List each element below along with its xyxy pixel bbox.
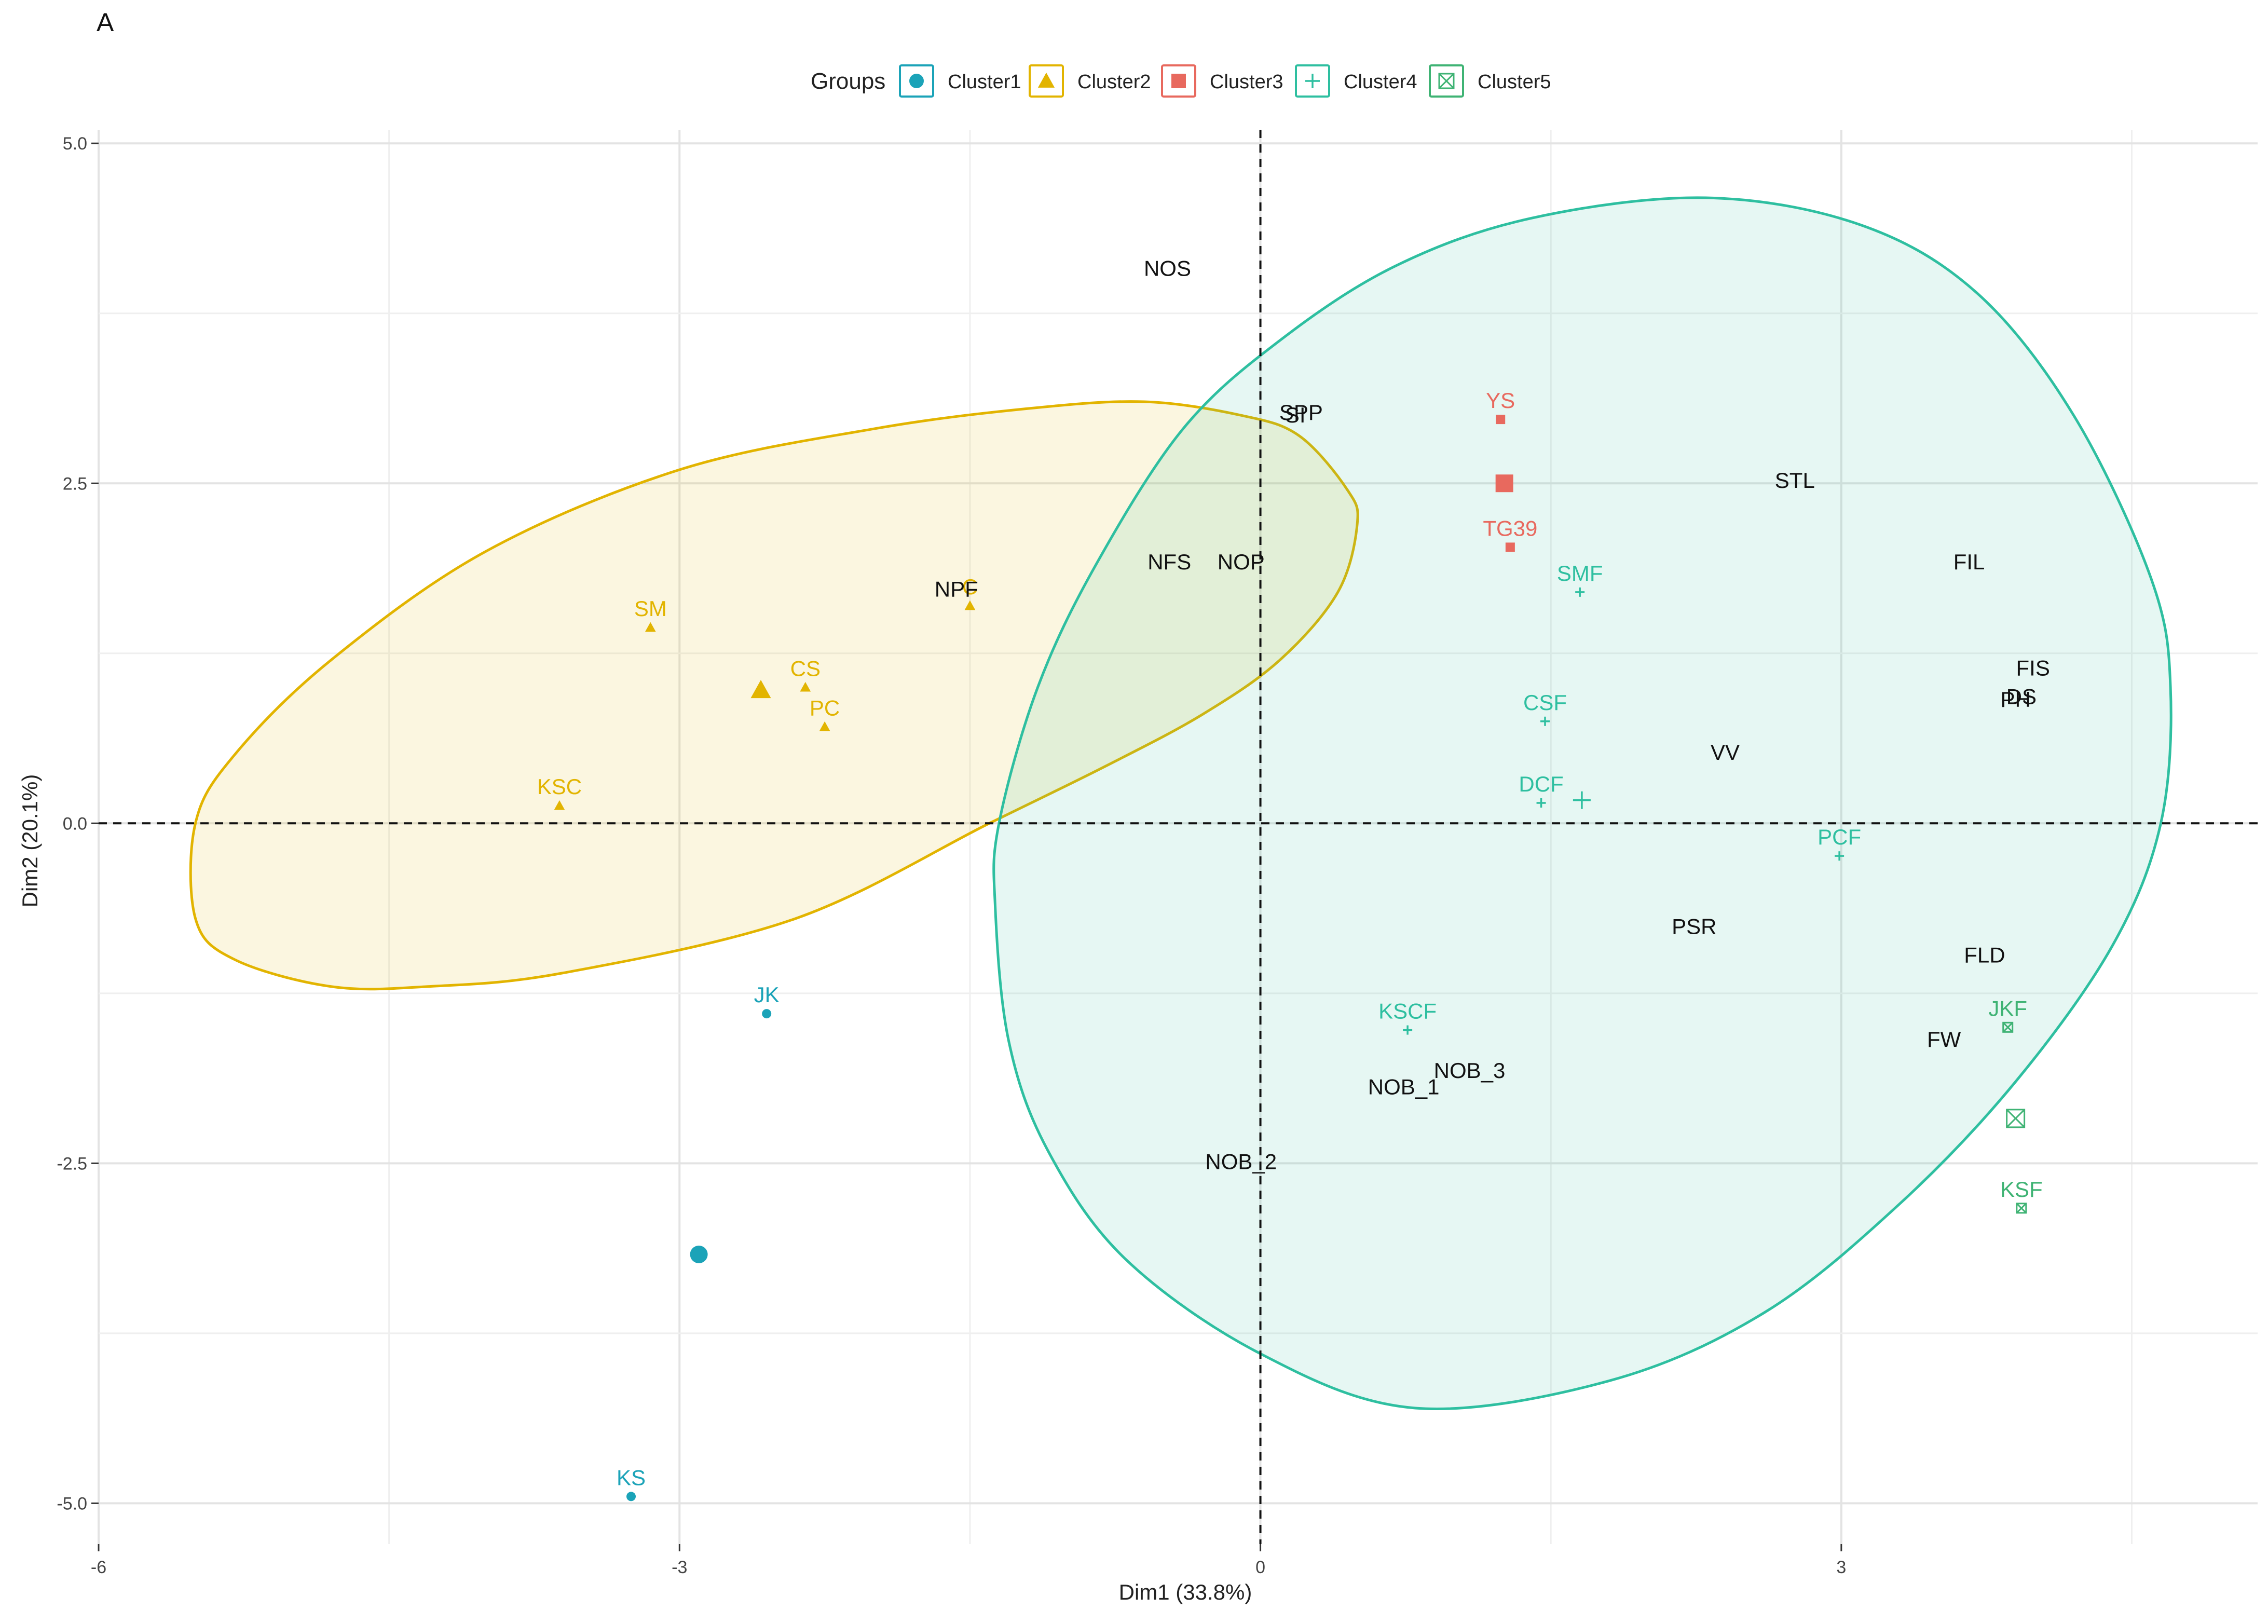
point-label-smf: SMF xyxy=(1557,561,1603,585)
variable-label-spp: SPP xyxy=(1279,400,1323,425)
point-kscf xyxy=(1403,1025,1413,1035)
axes: -6 -3 0 3 5.0 2.5 0.0 -2.5 -5.0 xyxy=(57,134,1846,1577)
variable-label-npf: NPF xyxy=(935,577,978,602)
legend-symbol-cluster2 xyxy=(1037,72,1055,88)
x-tick-label: -3 xyxy=(672,1558,687,1577)
legend-label-cluster4: Cluster4 xyxy=(1344,71,1417,93)
y-axis-label: Dim2 (20.1%) xyxy=(18,774,42,908)
legend-symbol-cluster1 xyxy=(909,74,924,88)
point-label-tg39: TG39 xyxy=(1483,516,1537,540)
variable-label-nob_1: NOB_1 xyxy=(1368,1075,1440,1099)
legend-label-cluster5: Cluster5 xyxy=(1478,71,1551,93)
legend-symbol-cluster4 xyxy=(1305,74,1320,88)
legend-symbol-cluster3 xyxy=(1171,74,1186,88)
point-pcf xyxy=(1835,851,1845,861)
point-ksf-box xyxy=(2016,1203,2027,1214)
point-label-cs: CS xyxy=(790,656,821,680)
legend-symbol-cluster5 xyxy=(1438,73,1455,89)
centroid-cluster5 xyxy=(2006,1109,2026,1128)
centroid-cluster3 xyxy=(1495,474,1513,493)
point-ksf-d2 xyxy=(2016,1203,2027,1213)
x-tick-label: 0 xyxy=(1255,1558,1265,1577)
y-tick-label: 0.0 xyxy=(63,814,87,834)
point-jkf-box xyxy=(2002,1021,2014,1033)
variable-label-stl: STL xyxy=(1775,468,1815,493)
point-ksf xyxy=(2016,1203,2027,1214)
variable-label-nfs: NFS xyxy=(1147,550,1191,574)
variable-label-fw: FW xyxy=(1927,1027,1961,1052)
point-jkf xyxy=(2002,1021,2014,1033)
point-jk xyxy=(762,1009,772,1019)
point-dcf xyxy=(1536,798,1546,808)
variable-label-nob_2: NOB_2 xyxy=(1205,1150,1277,1174)
variable-label-ds: DS xyxy=(2006,685,2037,709)
legend-title: Groups xyxy=(811,69,885,94)
point-label-jkf: JKF xyxy=(1988,996,2027,1020)
legend-label-cluster3: Cluster3 xyxy=(1210,71,1283,93)
legend: Groups Cluster1 Cluster2 Cluster3 Cluster4 Cl… xyxy=(811,64,1551,98)
point-smf xyxy=(1575,587,1585,597)
centroid-cluster5-box xyxy=(2006,1109,2026,1128)
point-cs xyxy=(800,681,811,692)
point-label-pc: PC xyxy=(810,695,840,720)
point-label-pcf: PCF xyxy=(1818,825,1861,849)
x-axis-label: Dim1 (33.8%) xyxy=(1119,1580,1252,1604)
variable-label-si: SI xyxy=(1285,403,1306,427)
point-tg39 xyxy=(1505,542,1515,552)
variable-label-vv: VV xyxy=(1711,740,1740,765)
centroid-cluster1 xyxy=(690,1245,708,1263)
point-pc xyxy=(819,721,830,731)
x-tick-label: -6 xyxy=(91,1558,106,1577)
point-jkf-d2 xyxy=(2002,1022,2013,1033)
point-label-ksf: KSF xyxy=(2000,1177,2043,1202)
centroid-cluster4 xyxy=(1573,791,1591,809)
centroid-cluster5-d2 xyxy=(2006,1109,2025,1128)
variable-label-fil: FIL xyxy=(1953,550,1985,574)
panel-label: A xyxy=(97,8,114,37)
point-label-dcf: DCF xyxy=(1519,772,1563,796)
variable-label-ph: PH xyxy=(2000,687,2030,712)
point-ys xyxy=(1496,415,1506,425)
legend-label-cluster1: Cluster1 xyxy=(948,71,1021,93)
point-csf xyxy=(1540,716,1550,726)
point-c xyxy=(964,600,976,610)
y-tick-label: 5.0 xyxy=(63,134,87,154)
legend-symbol-cluster5-box xyxy=(1438,73,1455,89)
reference-lines xyxy=(99,130,2258,1544)
legend-symbol-cluster5-d2 xyxy=(1438,73,1455,89)
point-ks xyxy=(626,1492,636,1502)
data-labels: JK KS SM CS PC KSC C YS TG39 SMF CSF DCF PCF KSCF JKF K… xyxy=(537,256,2050,1490)
point-label-c: C xyxy=(962,575,978,599)
point-label-kscf: KSCF xyxy=(1378,999,1437,1023)
variable-label-fld: FLD xyxy=(1964,943,2005,967)
point-label-csf: CSF xyxy=(1523,690,1567,715)
point-ksc xyxy=(554,800,565,810)
variable-label-nos: NOS xyxy=(1144,256,1191,280)
centroid-cluster2 xyxy=(750,679,771,699)
y-tick-label: -5.0 xyxy=(57,1494,87,1513)
ellipse-cluster2 xyxy=(189,400,1359,991)
y-tick-label: 2.5 xyxy=(63,474,87,494)
x-tick-label: 3 xyxy=(1836,1558,1846,1577)
point-label-ks: KS xyxy=(617,1465,646,1490)
variable-label-nop: NOP xyxy=(1218,550,1265,574)
point-label-ys: YS xyxy=(1486,388,1515,413)
y-tick-label: -2.5 xyxy=(57,1154,87,1173)
point-label-sm: SM xyxy=(634,596,667,621)
variable-label-fis: FIS xyxy=(2016,656,2050,680)
point-sm xyxy=(645,622,656,632)
variable-label-nob_3: NOB_3 xyxy=(1434,1058,1506,1083)
point-label-ksc: KSC xyxy=(537,774,582,799)
confidence-ellipses xyxy=(189,196,2173,1410)
variable-label-psr: PSR xyxy=(1672,914,1716,938)
data-points xyxy=(554,415,2027,1502)
point-label-jk: JK xyxy=(754,982,780,1007)
legend-label-cluster2: Cluster2 xyxy=(1077,71,1151,93)
